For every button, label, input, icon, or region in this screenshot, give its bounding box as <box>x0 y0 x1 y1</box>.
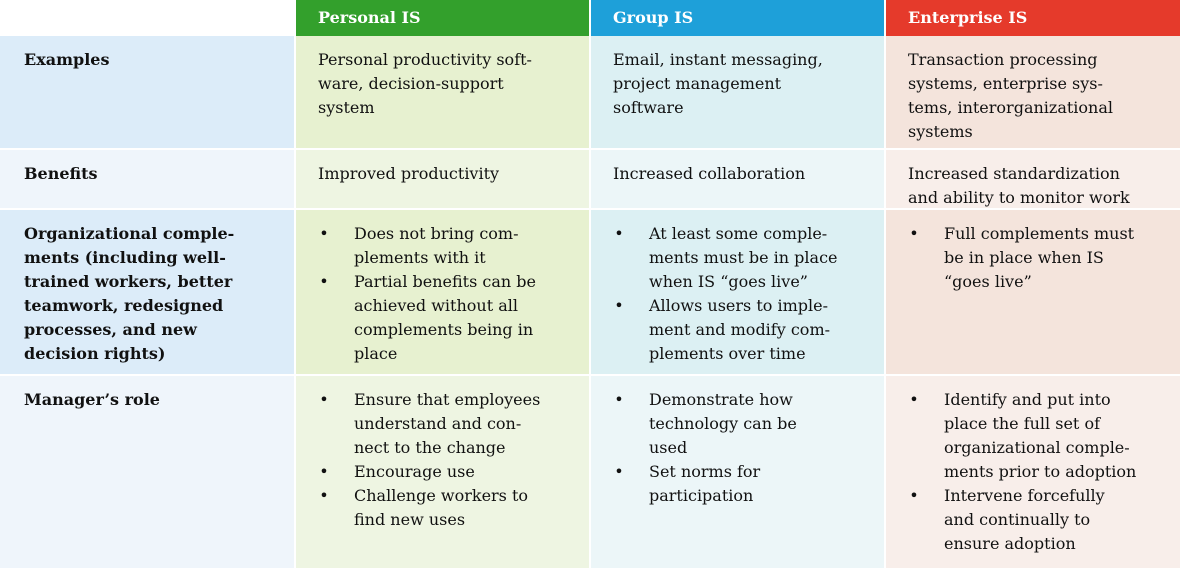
bullet-item: • Identify and put into place the full set… <box>908 388 1158 484</box>
bullet-icon: • <box>909 390 919 409</box>
complements-personal-list: • Does not bring com-plements with it • Par… <box>318 222 567 366</box>
examples-personal: Personal productivity soft-ware, decisio… <box>296 36 591 150</box>
bullet-item: • Does not bring com-plements with it <box>318 222 567 270</box>
examples-personal-text: Personal productivity soft-ware, decisio… <box>318 50 532 117</box>
bullet-item: • Partial benefits can be achieved without… <box>318 270 567 366</box>
bullet-item: • Challenge workers to find new uses <box>318 484 567 532</box>
complements-enterprise-list: • Full complements must be in place when I… <box>908 222 1158 294</box>
row-label-benefits: Benefits <box>0 150 296 210</box>
bullet-item: • At least some comple-ments must be in p… <box>613 222 862 294</box>
benefits-personal-text: Improved productivity <box>318 164 500 183</box>
bullet-item: • Ensure that employees understand and con… <box>318 388 567 460</box>
bullet-text: Full complements must be in place when IS… <box>944 224 1135 291</box>
bullet-item: • Set norms for participation <box>613 460 862 508</box>
manager-personal: • Ensure that employees understand and con… <box>296 376 591 568</box>
benefits-group: Increased collaboration <box>591 150 886 210</box>
bullet-text: Identify and put into place the full set … <box>944 390 1137 481</box>
row-label-examples-text: Examples <box>24 50 110 69</box>
bullet-icon: • <box>909 224 919 243</box>
benefits-group-text: Increased collaboration <box>613 164 806 183</box>
examples-group-text: Email, instant messaging, project managem… <box>613 50 823 117</box>
row-label-benefits-text: Benefits <box>24 164 98 183</box>
bullet-item: • Encourage use <box>318 460 567 484</box>
bullet-text: Challenge workers to find new uses <box>354 486 529 529</box>
manager-group: • Demonstrate how technology can be used • Se… <box>591 376 886 568</box>
bullet-icon: • <box>319 224 329 243</box>
bullet-text: Ensure that employees understand and con-… <box>354 390 541 457</box>
complements-group-list: • At least some comple-ments must be in p… <box>613 222 862 366</box>
bullet-text: At least some comple-ments must be in pl… <box>649 224 838 291</box>
row-label-organizational-complements-text: Organizational comple-ments (including w… <box>24 224 235 363</box>
header-personal-is: Personal IS <box>296 0 591 36</box>
manager-enterprise: • Identify and put into place the full set… <box>886 376 1180 568</box>
bullet-item: • Intervene forcefully and continually to e… <box>908 484 1158 556</box>
row-label-managers-role: Manager’s role <box>0 376 296 568</box>
complements-personal: • Does not bring com-plements with it • Par… <box>296 210 591 376</box>
benefits-enterprise: Increased standardization and ability to … <box>886 150 1180 210</box>
bullet-text: Does not bring com-plements with it <box>354 224 519 267</box>
benefits-personal: Improved productivity <box>296 150 591 210</box>
complements-group: • At least some comple-ments must be in p… <box>591 210 886 376</box>
row-label-organizational-complements: Organizational comple-ments (including w… <box>0 210 296 376</box>
bullet-text: Allows users to imple-ment and modify co… <box>649 296 831 363</box>
row-label-managers-role-text: Manager’s role <box>24 390 160 409</box>
row-label-examples: Examples <box>0 36 296 150</box>
examples-enterprise-text: Transaction processing systems, enterpris… <box>908 50 1114 141</box>
bullet-text: Encourage use <box>354 462 475 481</box>
header-group-is: Group IS <box>591 0 886 36</box>
examples-group: Email, instant messaging, project managem… <box>591 36 886 150</box>
bullet-icon: • <box>614 462 624 481</box>
bullet-icon: • <box>319 486 329 505</box>
bullet-text: Partial benefits can be achieved without … <box>354 272 537 363</box>
bullet-item: • Allows users to imple-ment and modify c… <box>613 294 862 366</box>
bullet-icon: • <box>909 486 919 505</box>
header-enterprise-is: Enterprise IS <box>886 0 1180 36</box>
bullet-icon: • <box>319 272 329 291</box>
examples-enterprise: Transaction processing systems, enterpris… <box>886 36 1180 150</box>
bullet-text: Set norms for participation <box>649 462 761 505</box>
bullet-icon: • <box>614 390 624 409</box>
bullet-text: Demonstrate how technology can be used <box>649 390 797 457</box>
manager-personal-list: • Ensure that employees understand and con… <box>318 388 567 532</box>
manager-enterprise-list: • Identify and put into place the full set… <box>908 388 1158 556</box>
manager-group-list: • Demonstrate how technology can be used • Se… <box>613 388 862 508</box>
bullet-item: • Full complements must be in place when I… <box>908 222 1158 294</box>
bullet-icon: • <box>319 390 329 409</box>
bullet-icon: • <box>614 224 624 243</box>
header-blank <box>0 0 296 36</box>
bullet-icon: • <box>319 462 329 481</box>
complements-enterprise: • Full complements must be in place when I… <box>886 210 1180 376</box>
bullet-item: • Demonstrate how technology can be used <box>613 388 862 460</box>
bullet-text: Intervene forcefully and continually to en… <box>944 486 1105 553</box>
benefits-enterprise-text: Increased standardization and ability to … <box>908 164 1130 207</box>
bullet-icon: • <box>614 296 624 315</box>
